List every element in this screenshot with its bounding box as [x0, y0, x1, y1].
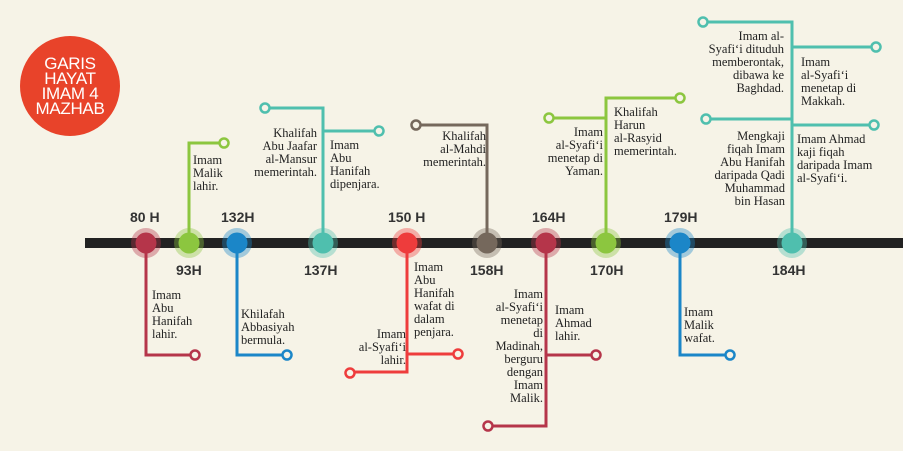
endpoint-164h-ahmad — [590, 349, 602, 361]
endpoint-164h-madinah — [482, 420, 494, 432]
node-137h — [312, 232, 334, 254]
note-164h-madinah: Imam al-Syafi‘i menetap di Madinah, berg… — [495, 287, 543, 405]
node-93h — [178, 232, 200, 254]
year-label-137h: 137H — [304, 262, 338, 278]
note-184h-ahmad-kaji: Imam Ahmad kaji fiqah daripada Imam al-S… — [797, 132, 873, 185]
note-170h-harun: Khalifah Harun al-Rasyid memerintah. — [614, 105, 677, 158]
note-184h-mengkaji: Mengkaji fiqah Imam Abu Hanifah daripada… — [714, 129, 785, 208]
note-137h-dipenjara: Imam Abu Hanifah dipenjara. — [330, 138, 380, 191]
node-184h — [781, 232, 803, 254]
connector-132h — [235, 243, 287, 357]
node-170h — [595, 232, 617, 254]
connector-184h-baghdad — [703, 20, 794, 243]
note-184h-baghdad: Imam al- Syafi‘i dituduh memberontak, di… — [708, 29, 784, 95]
endpoint-93h — [218, 137, 230, 149]
node-164h — [535, 232, 557, 254]
year-label-132h: 132H — [221, 209, 255, 225]
endpoint-80h — [189, 349, 201, 361]
note-179h: Imam Malik wafat. — [684, 305, 715, 345]
endpoint-184h-makkah — [870, 41, 882, 53]
connector-158h — [416, 123, 489, 243]
title-line-3: IMAM 4 — [41, 84, 99, 103]
note-150h-syafii-lahir: Imam al-Syafi‘i lahir. — [358, 327, 406, 367]
note-184h-makkah: Imam al-Syafi‘i menetap di Makkah. — [801, 55, 857, 108]
connector-137h-khalifah — [265, 106, 325, 243]
endpoint-137h-khalifah — [259, 102, 271, 114]
connector-93h — [187, 141, 224, 243]
year-label-150h: 150 H — [388, 209, 426, 225]
endpoint-184h-mengkaji — [700, 113, 712, 125]
title-line-4: MAZHAB — [35, 99, 105, 118]
node-132h — [226, 232, 248, 254]
title-line-2: HAYAT — [44, 69, 96, 88]
note-132h: Khilafah Abbasiyah bermula. — [241, 307, 295, 347]
connector-80h — [144, 243, 195, 357]
year-label-164h: 164H — [532, 209, 566, 225]
connector-150h-lahir — [350, 354, 409, 374]
connector-164h-madinah — [488, 243, 548, 428]
year-label-80h: 80 H — [130, 209, 160, 225]
title-line-1: GARIS — [44, 54, 96, 73]
node-179h — [669, 232, 691, 254]
year-label-179h: 179H — [664, 209, 698, 225]
node-150h — [396, 232, 418, 254]
title-badge: GARIS HAYAT IMAM 4 MAZHAB — [20, 36, 120, 136]
endpoint-179h — [724, 349, 736, 361]
endpoint-158h — [410, 119, 422, 131]
note-170h-yaman: Imam al-Syafi‘i menetap di Yaman. — [547, 125, 603, 178]
note-158h: Khalifah al-Mahdi memerintah. — [423, 129, 486, 169]
endpoint-132h — [281, 349, 293, 361]
endpoint-170h-yaman — [543, 112, 555, 124]
connector-179h — [678, 243, 730, 357]
note-164h-ahmad-lahir: Imam Ahmad lahir. — [555, 303, 592, 343]
node-158h — [476, 232, 498, 254]
node-80h — [135, 232, 157, 254]
year-label-158h: 158H — [470, 262, 504, 278]
year-label-170h: 170H — [590, 262, 624, 278]
connector-170h-harun — [604, 96, 680, 243]
note-80h: Imam Abu Hanifah lahir. — [152, 288, 193, 341]
note-93h: Imam Malik lahir. — [193, 153, 223, 193]
endpoint-184h-baghdad — [697, 16, 709, 28]
endpoint-137h-dipenjara — [373, 125, 385, 137]
note-137h-khalifah: Khalifah Abu Jaafar al-Mansur memerintah… — [254, 126, 317, 179]
endpoint-184h-ahmad — [868, 119, 880, 131]
endpoint-150h-wafat — [452, 348, 464, 360]
year-label-93h: 93H — [176, 262, 202, 278]
note-150h-wafat: Imam Abu Hanifah wafat di dalam penjara. — [414, 260, 455, 339]
year-label-184h: 184H — [772, 262, 806, 278]
endpoint-150h-lahir — [344, 367, 356, 379]
endpoint-170h-harun — [674, 92, 686, 104]
